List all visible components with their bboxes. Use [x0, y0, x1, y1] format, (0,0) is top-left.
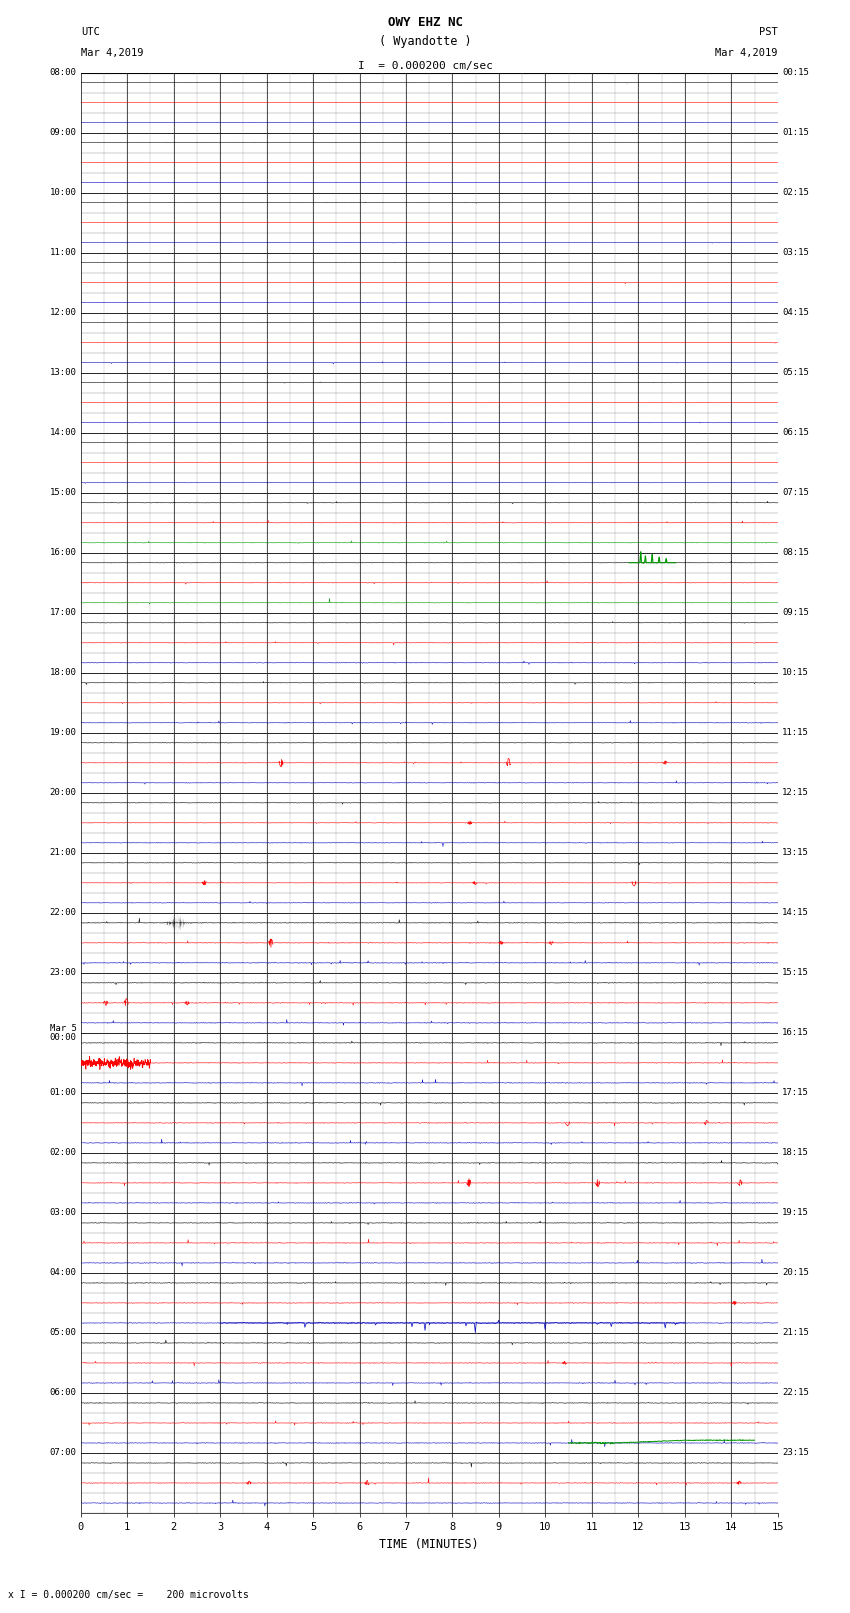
Text: 13:15: 13:15 — [782, 848, 809, 857]
Text: 13:00: 13:00 — [49, 368, 76, 377]
Text: 15:00: 15:00 — [49, 489, 76, 497]
Text: 02:00: 02:00 — [49, 1148, 76, 1158]
Text: 17:15: 17:15 — [782, 1089, 809, 1097]
Text: 12:15: 12:15 — [782, 789, 809, 797]
Text: 03:00: 03:00 — [49, 1208, 76, 1218]
Text: 14:15: 14:15 — [782, 908, 809, 918]
Text: 05:15: 05:15 — [782, 368, 809, 377]
Text: I  = 0.000200 cm/sec: I = 0.000200 cm/sec — [358, 61, 492, 71]
Text: 22:15: 22:15 — [782, 1389, 809, 1397]
Text: PST: PST — [759, 27, 778, 37]
Text: 11:00: 11:00 — [49, 248, 76, 256]
Text: 14:00: 14:00 — [49, 427, 76, 437]
Text: x I = 0.000200 cm/sec =    200 microvolts: x I = 0.000200 cm/sec = 200 microvolts — [8, 1590, 249, 1600]
Text: 08:00: 08:00 — [49, 68, 76, 77]
Text: 07:00: 07:00 — [49, 1448, 76, 1458]
Text: 15:15: 15:15 — [782, 968, 809, 977]
Text: 00:00: 00:00 — [49, 1034, 76, 1042]
Text: OWY EHZ NC: OWY EHZ NC — [388, 16, 462, 29]
Text: 02:15: 02:15 — [782, 189, 809, 197]
Text: 23:15: 23:15 — [782, 1448, 809, 1458]
Text: 06:00: 06:00 — [49, 1389, 76, 1397]
Text: 10:15: 10:15 — [782, 668, 809, 677]
Text: 04:00: 04:00 — [49, 1268, 76, 1277]
Text: 10:00: 10:00 — [49, 189, 76, 197]
Text: 08:15: 08:15 — [782, 548, 809, 556]
Text: 05:00: 05:00 — [49, 1329, 76, 1337]
Text: 07:15: 07:15 — [782, 489, 809, 497]
Text: 09:15: 09:15 — [782, 608, 809, 618]
Text: 00:15: 00:15 — [782, 68, 809, 77]
Text: 03:15: 03:15 — [782, 248, 809, 256]
Text: 18:00: 18:00 — [49, 668, 76, 677]
Text: Mar 4,2019: Mar 4,2019 — [715, 48, 778, 58]
Text: Mar 4,2019: Mar 4,2019 — [81, 48, 144, 58]
Text: 23:00: 23:00 — [49, 968, 76, 977]
Text: 20:00: 20:00 — [49, 789, 76, 797]
Text: 19:00: 19:00 — [49, 729, 76, 737]
X-axis label: TIME (MINUTES): TIME (MINUTES) — [379, 1537, 479, 1550]
Text: 09:00: 09:00 — [49, 127, 76, 137]
Text: 20:15: 20:15 — [782, 1268, 809, 1277]
Text: 06:15: 06:15 — [782, 427, 809, 437]
Text: 17:00: 17:00 — [49, 608, 76, 618]
Text: 18:15: 18:15 — [782, 1148, 809, 1158]
Text: 21:00: 21:00 — [49, 848, 76, 857]
Text: 16:15: 16:15 — [782, 1029, 809, 1037]
Text: 01:15: 01:15 — [782, 127, 809, 137]
Text: UTC: UTC — [81, 27, 99, 37]
Text: 22:00: 22:00 — [49, 908, 76, 918]
Text: 16:00: 16:00 — [49, 548, 76, 556]
Text: 01:00: 01:00 — [49, 1089, 76, 1097]
Text: 11:15: 11:15 — [782, 729, 809, 737]
Text: 12:00: 12:00 — [49, 308, 76, 318]
Text: ( Wyandotte ): ( Wyandotte ) — [379, 35, 471, 48]
Text: 19:15: 19:15 — [782, 1208, 809, 1218]
Text: 04:15: 04:15 — [782, 308, 809, 318]
Text: Mar 5: Mar 5 — [49, 1024, 76, 1032]
Text: 21:15: 21:15 — [782, 1329, 809, 1337]
